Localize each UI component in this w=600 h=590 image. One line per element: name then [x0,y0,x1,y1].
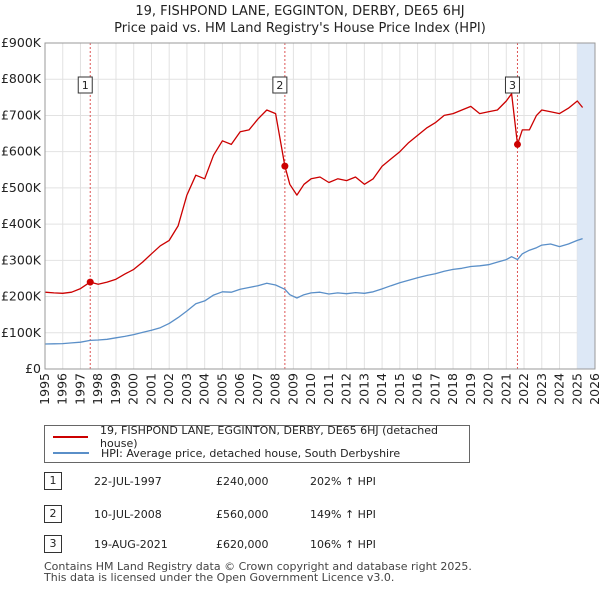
x-tick-label: 2008 [268,373,283,405]
chart-title: 19, FISHPOND LANE, EGGINTON, DERBY, DE65… [135,4,465,19]
x-tick-label: 2023 [534,373,549,405]
sale-marker-dot [281,162,289,170]
chart-subtitle: Price paid vs. HM Land Registry's House … [114,21,486,36]
legend-item-property: 19, FISHPOND LANE, EGGINTON, DERBY, DE65… [53,424,469,450]
transaction-number: 2 [44,505,62,523]
x-tick-label: 2006 [232,373,247,405]
x-tick-label: 2005 [214,373,229,405]
x-tick-label: 1995 [37,373,52,405]
x-tick-label: 2000 [126,373,141,405]
x-tick-label: 2007 [250,373,265,405]
legend-hpi-label: HPI: Average price, detached house, Sout… [101,446,401,460]
sale-marker-box [272,76,288,94]
price-chart: 1 2 3 £0 £100K £200K £300K £400K £500K £600K £700… [1,35,600,405]
series [44,93,584,345]
sale-markers: 1 2 3 [77,76,521,286]
transaction-change: 149% ↑ HPI [310,508,376,521]
sale-marker-label: 3 [509,79,516,92]
x-tick-label: 2024 [552,373,567,405]
x-tick-label: 2010 [303,373,318,405]
transaction-date: 10-JUL-2008 [94,508,162,521]
sale-marker-label: 2 [276,79,283,92]
x-tick-label: 1998 [90,373,105,405]
sale-marker-dot [86,278,94,286]
x-tick-label: 2003 [179,373,194,405]
x-tick-label: 2002 [161,373,176,405]
y-tick-label: £800K [1,71,42,86]
transaction-row: 2 10-JUL-2008 £560,000 149% ↑ HPI [44,505,584,525]
x-tick-label: 2009 [285,373,300,405]
transaction-price: £620,000 [216,538,269,551]
footer-copyright: Contains HM Land Registry data © Crown c… [44,560,472,573]
legend-property-label: 19, FISHPOND LANE, EGGINTON, DERBY, DE65… [100,424,439,450]
y-axis-ticks: £0 £100K £200K £300K £400K £500K £600K £700K £80… [1,35,42,376]
x-tick-label: 1999 [108,373,123,405]
x-tick-label: 2020 [481,373,496,405]
transaction-change: 106% ↑ HPI [310,538,376,551]
transaction-number: 1 [44,472,62,490]
y-tick-label: £600K [1,144,42,159]
transaction-price: £240,000 [216,475,269,488]
x-tick-label: 2018 [445,373,460,405]
transaction-date: 22-JUL-1997 [94,475,162,488]
sale-marker-box [77,76,93,94]
y-tick-label: £300K [1,252,42,267]
x-axis-ticks: 1995 1996 1997 1998 1999 2000 2001 2002 2003 2004… [37,373,600,405]
y-tick-label: £200K [1,289,42,304]
projection-band-rect [577,43,595,369]
transaction-row: 1 22-JUL-1997 £240,000 202% ↑ HPI [44,472,584,492]
y-tick-label: £100K [1,325,42,340]
sale-marker-box [504,76,520,94]
x-tick-label: 2026 [587,373,600,405]
x-tick-label: 2015 [392,373,407,405]
x-tick-label: 1996 [55,373,70,405]
x-tick-label: 2014 [374,373,389,405]
x-tick-label: 2001 [143,373,158,405]
y-tick-label: £700K [1,107,42,122]
transaction-price: £560,000 [216,508,269,521]
x-tick-label: 2019 [463,373,478,405]
property-price-line [44,93,584,294]
sale-marker-dot [513,140,521,148]
y-tick-label: £900K [1,35,42,50]
x-tick-label: 1997 [72,373,87,405]
x-tick-label: 2017 [427,373,442,405]
x-tick-label: 2013 [356,373,371,405]
y-tick-label: £0 [25,361,41,376]
hpi-swatch [53,452,89,454]
sale-marker-label: 1 [82,79,89,92]
projection-band [577,43,595,369]
transaction-change: 202% ↑ HPI [310,475,376,488]
transaction-number: 3 [44,535,62,553]
x-tick-label: 2004 [197,373,212,405]
y-tick-label: £500K [1,180,42,195]
legend-item-hpi: HPI: Average price, detached house, Sout… [53,446,400,460]
legend: 19, FISHPOND LANE, EGGINTON, DERBY, DE65… [44,424,470,463]
x-tick-label: 2025 [569,373,584,405]
plot-frame [44,42,596,370]
transaction-date: 19-AUG-2021 [94,538,168,551]
transaction-row: 3 19-AUG-2021 £620,000 106% ↑ HPI [44,535,584,555]
x-tick-label: 2011 [321,373,336,405]
x-tick-label: 2012 [339,373,354,405]
property-swatch [53,436,89,438]
x-tick-label: 2016 [410,373,425,405]
hpi-line [44,237,583,345]
x-tick-label: 2021 [498,373,513,405]
x-tick-label: 2022 [516,373,531,405]
y-tick-label: £400K [1,216,42,231]
footer-licence: This data is licensed under the Open Gov… [44,571,395,584]
footer: Contains HM Land Registry data © Crown c… [44,561,472,583]
